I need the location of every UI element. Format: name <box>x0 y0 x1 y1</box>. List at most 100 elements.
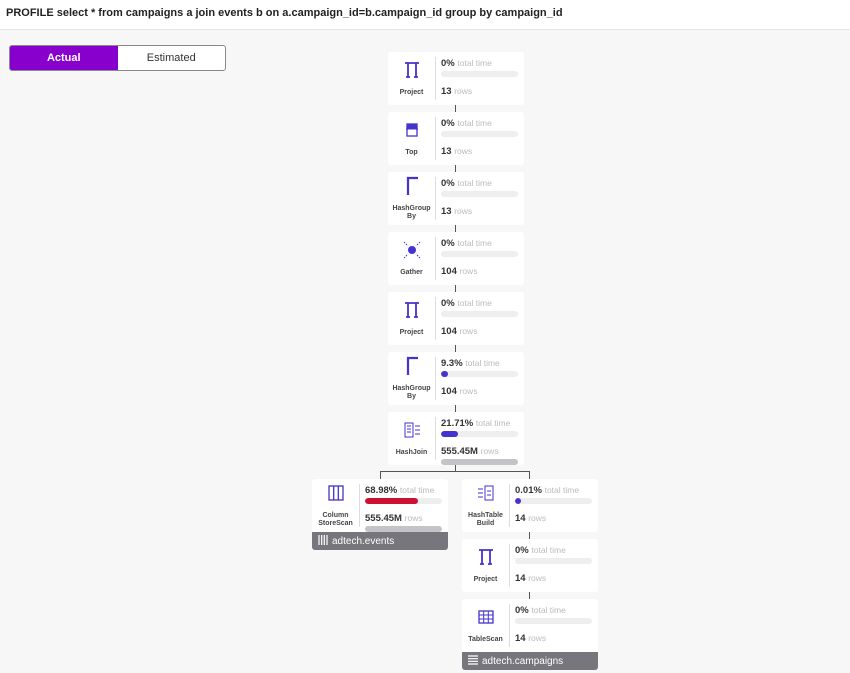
time-bar <box>441 191 518 197</box>
time-bar-fill <box>515 498 522 504</box>
time-bar <box>515 618 592 624</box>
connector-line <box>380 471 530 472</box>
node-card[interactable]: HashGroup By 9.3% total time 104 rows <box>388 352 524 405</box>
rows-value: 104 <box>441 386 457 397</box>
time-unit: total time <box>457 118 492 128</box>
node-card[interactable]: Project 0% total time 104 rows <box>388 292 524 345</box>
node-label: HashJoin <box>395 449 428 456</box>
rows-unit: rows <box>459 386 478 396</box>
rows-value: 555.45M <box>365 513 402 524</box>
rows-unit: rows <box>528 573 547 583</box>
time-unit: total time <box>465 358 500 368</box>
node-label: HashGroup By <box>392 385 431 400</box>
node-label: Project <box>399 89 424 96</box>
node-label: HashTable Build <box>468 512 503 527</box>
tablescan-icon <box>476 607 496 632</box>
hashjoin-icon <box>402 420 422 445</box>
plan-node-tablescan[interactable]: TableScan 0% total time 14 rows adtech.c… <box>462 599 598 670</box>
node-card[interactable]: HashTable Build 0.01% total time 14 rows <box>462 479 598 532</box>
rows-value: 14 <box>515 573 526 584</box>
plan-node-project[interactable]: Project 0% total time 13 rows <box>388 52 524 105</box>
node-card[interactable]: Project 0% total time 14 rows <box>462 539 598 592</box>
node-card[interactable]: HashGroup By 0% total time 13 rows <box>388 172 524 225</box>
plan-node-column-storescan[interactable]: Column StoreScan 68.98% total time 555.4… <box>312 479 448 550</box>
plan-node-project[interactable]: Project 0% total time 104 rows <box>388 292 524 345</box>
pi-icon <box>402 300 422 325</box>
node-card[interactable]: Gather 0% total time 104 rows <box>388 232 524 285</box>
time-unit: total time <box>475 418 511 428</box>
estimated-tab[interactable]: Estimated <box>146 52 196 64</box>
time-value: 0.01% <box>515 485 542 496</box>
table-footer[interactable]: adtech.campaigns <box>462 652 598 670</box>
time-unit: total time <box>531 605 566 615</box>
connector-line <box>380 471 381 479</box>
time-unit: total time <box>457 178 492 188</box>
rows-unit: rows <box>528 633 547 643</box>
divider <box>435 417 436 460</box>
plan-node-top[interactable]: Top 0% total time 13 rows <box>388 112 524 165</box>
time-bar-fill <box>441 431 458 437</box>
node-label: Gather <box>400 269 423 276</box>
time-value: 0% <box>441 238 455 249</box>
plan-node-project[interactable]: Project 0% total time 14 rows <box>462 539 598 592</box>
plan-node-hashjoin[interactable]: HashJoin 21.71% total time 555.45M rows <box>388 412 524 465</box>
divider <box>435 57 436 100</box>
rows-unit: rows <box>459 266 478 276</box>
pi-icon <box>476 547 496 572</box>
plan-node-gather[interactable]: Gather 0% total time 104 rows <box>388 232 524 285</box>
time-unit: total time <box>457 298 492 308</box>
rows-value: 14 <box>515 513 526 524</box>
divider <box>435 177 436 220</box>
pi-icon <box>402 60 422 85</box>
rows-value: 14 <box>515 633 526 644</box>
node-card[interactable]: HashJoin 21.71% total time 555.45M rows <box>388 412 524 465</box>
hashtable-icon <box>476 483 496 508</box>
node-card[interactable]: Project 0% total time 13 rows <box>388 52 524 105</box>
divider <box>509 544 510 587</box>
time-unit: total time <box>531 545 566 555</box>
table-name: adtech.events <box>332 535 395 547</box>
columnstore-table-icon <box>318 534 328 548</box>
time-bar <box>365 498 442 504</box>
time-value: 9.3% <box>441 358 463 369</box>
rows-unit: rows <box>454 146 473 156</box>
plan-node-hashgroup-by[interactable]: HashGroup By 0% total time 13 rows <box>388 172 524 225</box>
plan-node-hashgroup-by[interactable]: HashGroup By 9.3% total time 104 rows <box>388 352 524 405</box>
divider <box>435 117 436 160</box>
divider <box>435 357 436 400</box>
rows-unit: rows <box>454 86 473 96</box>
rows-value: 555.45M <box>441 446 478 457</box>
plan-node-hashtable-build[interactable]: HashTable Build 0.01% total time 14 rows <box>462 479 598 532</box>
connector-line <box>455 105 456 112</box>
rows-unit: rows <box>404 513 423 523</box>
node-label: Project <box>399 329 424 336</box>
time-bar-fill <box>441 371 449 377</box>
connector-line <box>529 532 530 539</box>
node-card[interactable]: Column StoreScan 68.98% total time 555.4… <box>312 479 448 532</box>
time-unit: total time <box>544 485 580 495</box>
node-card[interactable]: TableScan 0% total time 14 rows <box>462 599 598 652</box>
time-bar <box>441 311 518 317</box>
node-label: Top <box>405 149 418 156</box>
divider <box>509 604 510 647</box>
time-value: 0% <box>441 178 455 189</box>
node-label: Column StoreScan <box>318 512 353 527</box>
connector-line <box>455 225 456 232</box>
connector-line <box>455 345 456 352</box>
time-value: 0% <box>441 118 455 129</box>
time-bar <box>441 131 518 137</box>
time-bar <box>441 251 518 257</box>
table-footer[interactable]: adtech.events <box>312 532 448 550</box>
actual-estimated-toggle[interactable]: Actual Estimated <box>9 45 226 71</box>
node-label: TableScan <box>468 636 503 643</box>
node-card[interactable]: Top 0% total time 13 rows <box>388 112 524 165</box>
time-value: 0% <box>441 58 455 69</box>
time-bar <box>441 71 518 77</box>
actual-tab[interactable]: Actual <box>10 46 118 70</box>
divider <box>435 237 436 280</box>
connector-line <box>455 405 456 412</box>
rows-bar <box>441 459 518 465</box>
time-bar <box>441 371 518 377</box>
connector-line <box>529 592 530 599</box>
rows-unit: rows <box>480 446 499 456</box>
